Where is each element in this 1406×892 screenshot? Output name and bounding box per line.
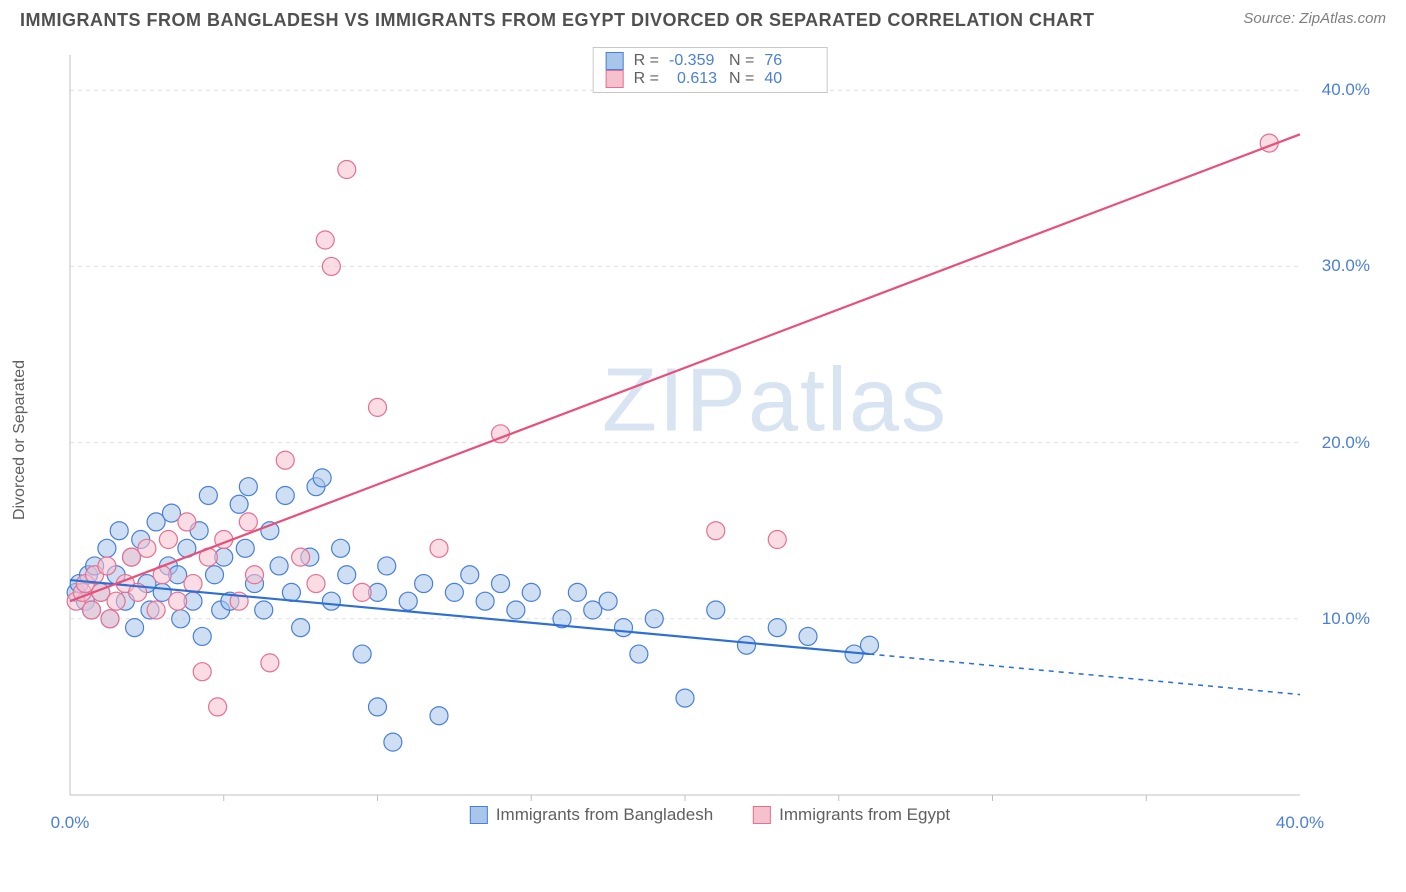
y-axis-label: Divorced or Separated (11, 360, 29, 520)
swatch-egypt (606, 70, 624, 88)
legend-row-egypt: R = 0.613 N = 40 (606, 70, 815, 88)
chart-source: Source: ZipAtlas.com (1243, 10, 1386, 27)
chart-area: Divorced or Separated ZIPatlas R = -0.35… (40, 45, 1380, 835)
chart-title: IMMIGRANTS FROM BANGLADESH VS IMMIGRANTS… (20, 10, 1095, 31)
plot-area: ZIPatlas R = -0.359 N = 76 R = 0.613 N =… (60, 45, 1360, 835)
correlation-legend: R = -0.359 N = 76 R = 0.613 N = 40 (593, 47, 828, 93)
scatter-svg (60, 45, 1360, 835)
swatch-bangladesh (606, 52, 624, 70)
chart-header: IMMIGRANTS FROM BANGLADESH VS IMMIGRANTS… (0, 0, 1406, 36)
legend-row-bangladesh: R = -0.359 N = 76 (606, 52, 815, 70)
